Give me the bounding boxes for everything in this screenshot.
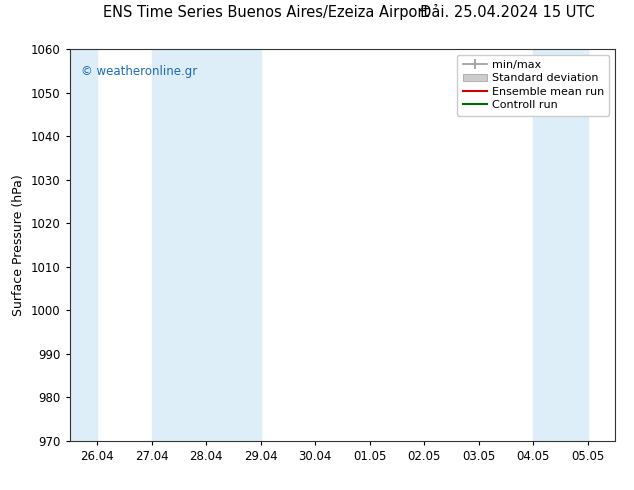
- Bar: [533, 49, 588, 441]
- Bar: [152, 49, 261, 441]
- Text: Đải. 25.04.2024 15 UTC: Đải. 25.04.2024 15 UTC: [420, 4, 595, 20]
- Text: © weatheronline.gr: © weatheronline.gr: [81, 65, 197, 78]
- Text: ENS Time Series Buenos Aires/Ezeiza Airport: ENS Time Series Buenos Aires/Ezeiza Airp…: [103, 4, 429, 20]
- Bar: [70, 49, 97, 441]
- Legend: min/max, Standard deviation, Ensemble mean run, Controll run: min/max, Standard deviation, Ensemble me…: [457, 54, 609, 116]
- Y-axis label: Surface Pressure (hPa): Surface Pressure (hPa): [13, 174, 25, 316]
- Bar: [615, 49, 634, 441]
